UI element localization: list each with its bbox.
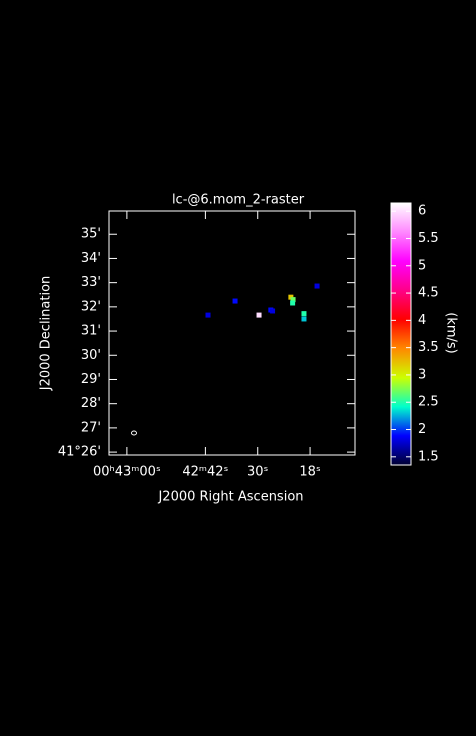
chart-title: lc-@6.mom_2-raster — [172, 193, 305, 208]
colorbar-tick-label: 6 — [418, 204, 426, 219]
colorbar-tick-label: 1.5 — [418, 449, 439, 464]
y-tick-label: 28' — [81, 396, 101, 411]
data-pixel — [301, 311, 307, 317]
colorbar-tick-label: 4 — [418, 313, 426, 328]
data-pixel — [290, 297, 296, 303]
colorbar — [390, 202, 412, 466]
x-tick-label: 30ˢ — [247, 465, 269, 480]
data-pixel — [301, 316, 307, 322]
y-tick-label: 41°26' — [58, 445, 101, 460]
x-axis-label: J2000 Right Ascension — [157, 490, 303, 505]
data-pixel — [270, 308, 276, 314]
y-tick-label: 33' — [81, 275, 101, 290]
x-tick-label: 00ʰ43ᵐ00ˢ — [93, 465, 161, 480]
beam — [131, 430, 137, 436]
colorbar-label: (km/s) — [444, 312, 459, 354]
x-tick-label: 42ᵐ42ˢ — [182, 465, 228, 480]
y-tick-label: 27' — [81, 420, 101, 435]
data-pixel — [314, 283, 320, 289]
y-tick-label: 32' — [81, 299, 101, 314]
data-pixel — [232, 298, 238, 304]
colorbar-tick-label: 4.5 — [418, 286, 439, 301]
data-pixel — [290, 300, 296, 306]
colorbar-tick-label: 5.5 — [418, 231, 439, 246]
y-tick-label: 31' — [81, 324, 101, 339]
plot-frame — [108, 210, 356, 456]
colorbar-tick-label: 5 — [418, 258, 426, 273]
x-tick-label: 18ˢ — [299, 465, 321, 480]
data-pixel — [205, 312, 211, 318]
colorbar-tick-label: 2 — [418, 422, 426, 437]
colorbar-tick-label: 3 — [418, 367, 426, 382]
colorbar-tick-label: 3.5 — [418, 340, 439, 355]
y-tick-label: 29' — [81, 372, 101, 387]
y-tick-label: 30' — [81, 348, 101, 363]
y-axis-label: J2000 Declination — [39, 276, 54, 392]
colorbar-tick-label: 2.5 — [418, 395, 439, 410]
data-pixel — [256, 312, 262, 318]
y-tick-label: 35' — [81, 227, 101, 242]
y-tick-label: 34' — [81, 251, 101, 266]
